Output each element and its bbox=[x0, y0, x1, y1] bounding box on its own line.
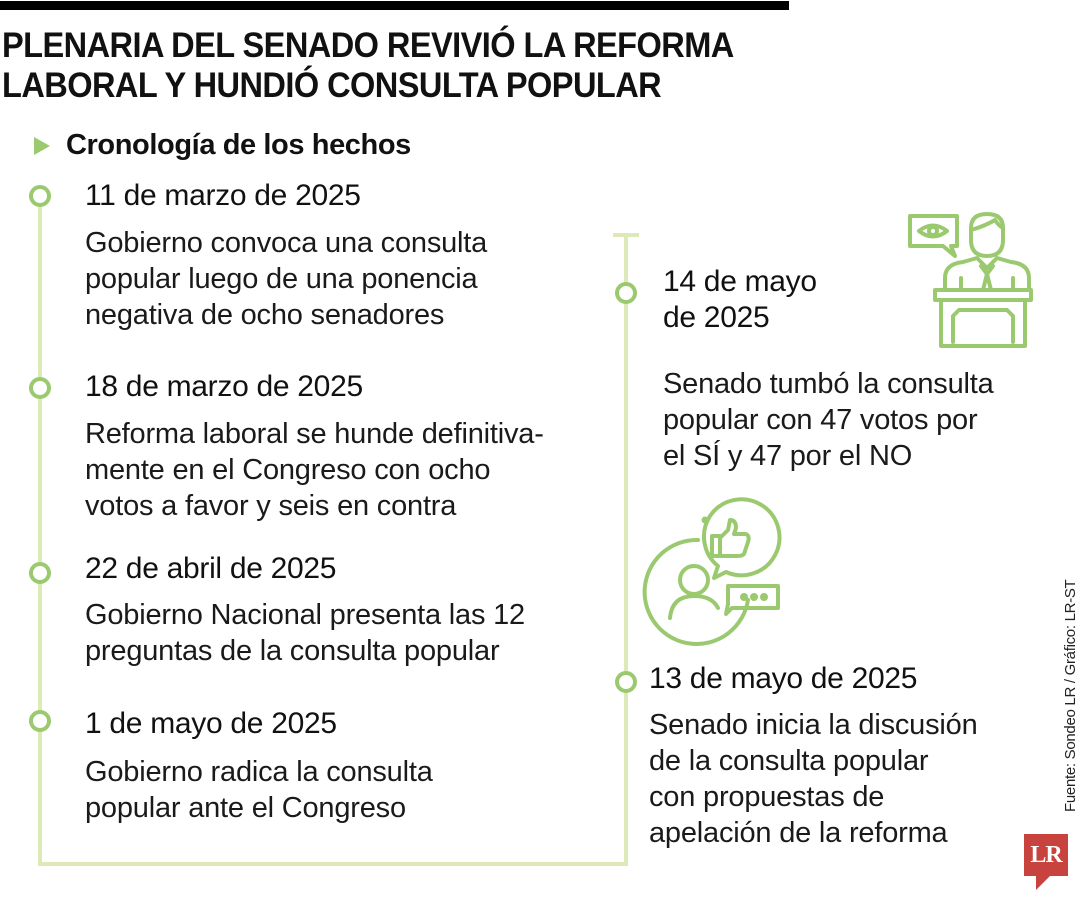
timeline-line-bottom bbox=[38, 862, 628, 866]
event-date: 11 de marzo de 2025 bbox=[85, 179, 361, 212]
event-date: 14 de mayo de 2025 bbox=[663, 265, 817, 334]
timeline-line-right bbox=[624, 235, 628, 866]
event-description: Senado inicia la discusión de la consult… bbox=[649, 709, 978, 849]
triangle-right-icon bbox=[34, 137, 50, 155]
event-date: 22 de abril de 2025 bbox=[85, 552, 337, 585]
source-credit: Fuente: Sondeo LR / Gráfico: LR-ST bbox=[1062, 579, 1079, 812]
timeline-dot bbox=[615, 671, 637, 693]
event-description: Gobierno radica la consulta popular ante… bbox=[85, 756, 433, 824]
timeline-dot bbox=[29, 562, 51, 584]
top-rule bbox=[0, 1, 789, 10]
title-line-2: LABORAL Y HUNDIÓ CONSULTA POPULAR bbox=[2, 66, 662, 105]
page-title: PLENARIA DEL SENADO REVIVIÓ LA REFORMA L… bbox=[2, 26, 746, 106]
user-feedback-icon bbox=[642, 497, 782, 646]
event-description: Gobierno Nacional presenta las 12 pregun… bbox=[85, 599, 525, 667]
timeline-end-cap bbox=[613, 233, 639, 237]
timeline-dot bbox=[29, 377, 51, 399]
event-description: Senado tumbó la consulta popular con 47 … bbox=[663, 368, 994, 472]
lr-logo: LR bbox=[1024, 834, 1068, 876]
event-description: Reforma laboral se hunde definitiva- men… bbox=[85, 418, 544, 522]
speaker-podium-icon bbox=[908, 212, 1033, 348]
event-date: 13 de mayo de 2025 bbox=[649, 662, 918, 695]
timeline-dot bbox=[29, 185, 51, 207]
lr-logo-tail bbox=[1036, 876, 1050, 890]
event-description: Gobierno convoca una consulta popular lu… bbox=[85, 227, 488, 331]
timeline-line-left bbox=[38, 200, 42, 866]
event-date: 18 de marzo de 2025 bbox=[85, 370, 363, 403]
event-date: 1 de mayo de 2025 bbox=[85, 707, 337, 740]
section-subtitle: Cronología de los hechos bbox=[66, 129, 411, 161]
timeline-dot bbox=[29, 710, 51, 732]
title-line-1: PLENARIA DEL SENADO REVIVIÓ LA REFORMA bbox=[2, 26, 734, 65]
timeline-dot bbox=[615, 282, 637, 304]
